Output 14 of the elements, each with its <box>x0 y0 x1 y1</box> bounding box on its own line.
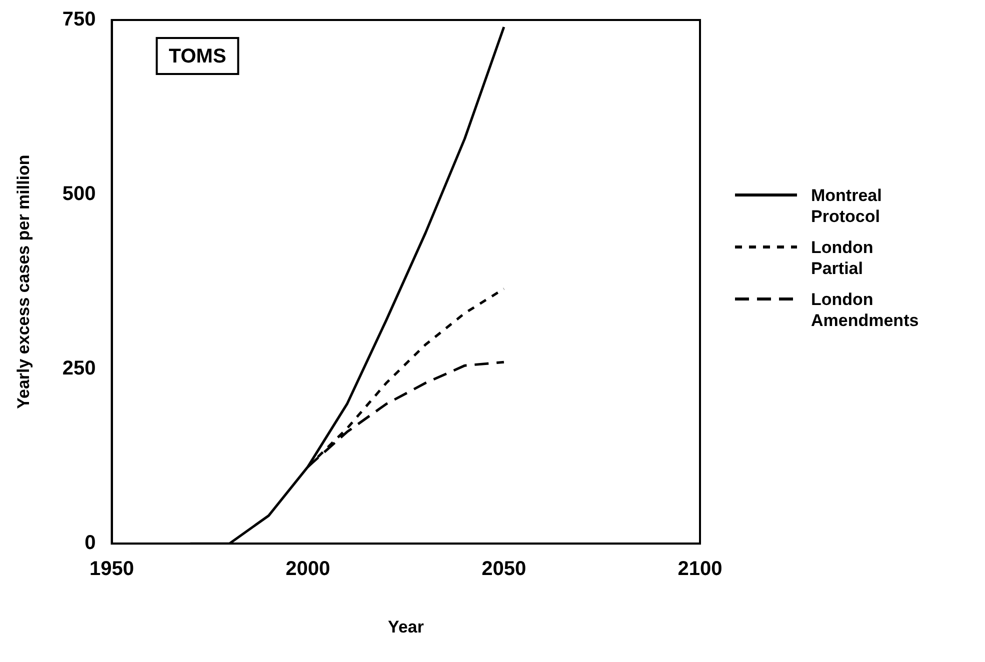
x-tick-label: 2100 <box>678 558 722 580</box>
legend-label: London Amendments <box>811 289 919 331</box>
y-axis-title: Yearly excess cases per million <box>14 154 33 409</box>
legend-label: London Partial <box>811 237 874 279</box>
y-tick-label: 250 <box>62 358 96 380</box>
x-tick-label: 1950 <box>90 558 134 580</box>
y-tick-label: 500 <box>62 183 96 206</box>
x-tick-label: 2050 <box>482 558 526 580</box>
annotation: TOMS <box>168 46 226 68</box>
y-tick-label: 750 <box>62 8 96 31</box>
x-tick-label: 2000 <box>286 558 330 580</box>
legend-label: Montreal Protocol <box>811 185 883 227</box>
x-axis-title: Year <box>388 617 424 636</box>
y-tick-label: 0 <box>84 532 96 554</box>
